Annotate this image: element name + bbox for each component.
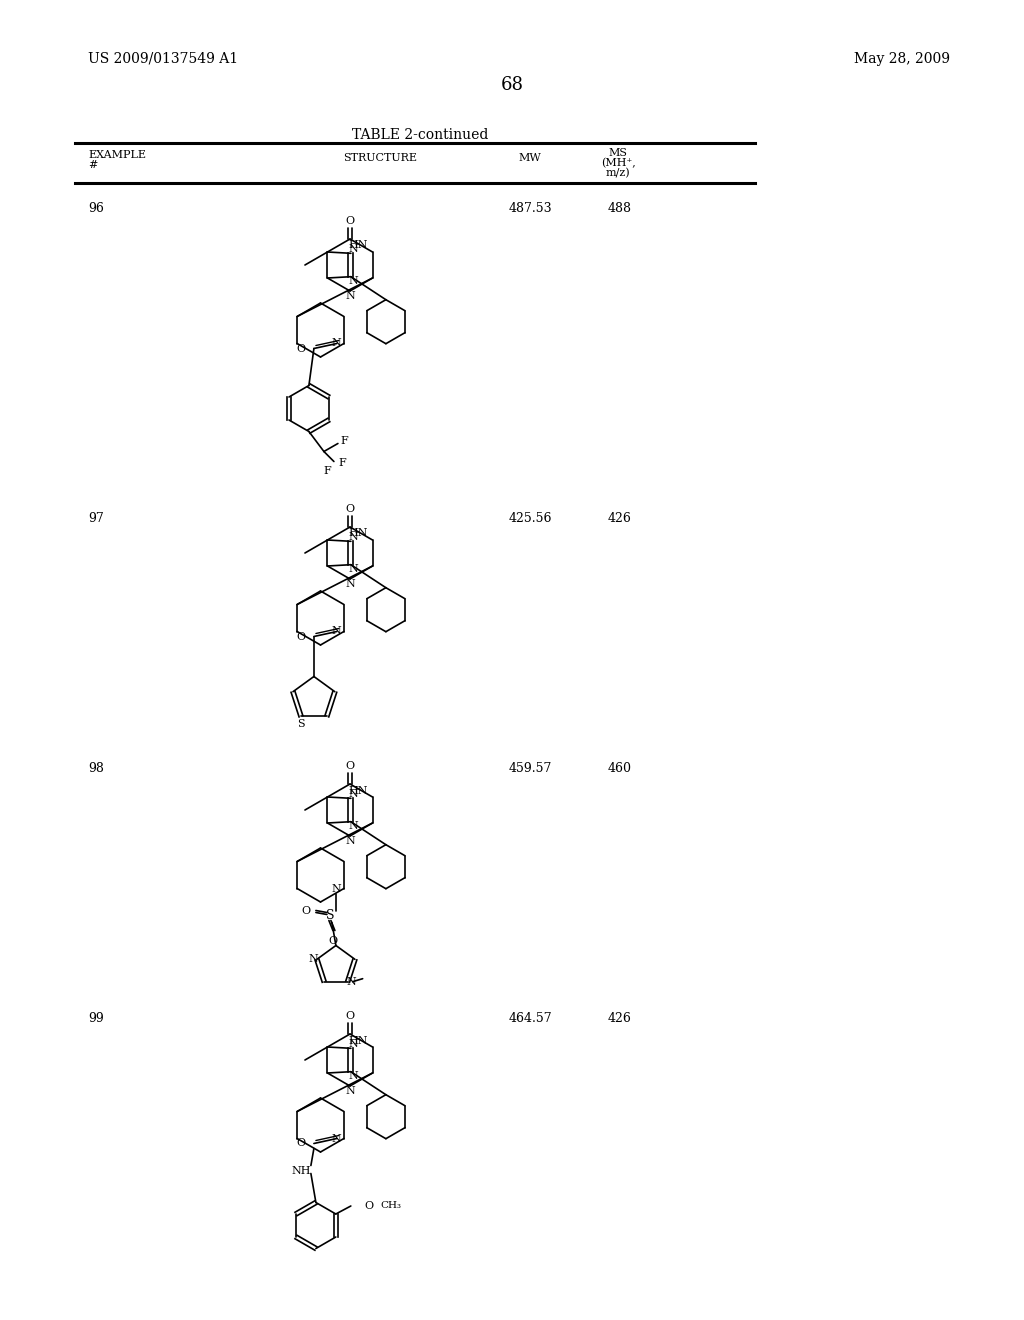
Text: #: # <box>88 160 97 170</box>
Text: 460: 460 <box>608 762 632 775</box>
Text: N: N <box>348 821 357 830</box>
Text: O: O <box>345 762 354 771</box>
Text: N: N <box>348 1071 357 1081</box>
Text: O: O <box>301 906 310 916</box>
Text: N: N <box>345 1086 355 1096</box>
Text: HN: HN <box>349 785 369 796</box>
Text: N: N <box>331 883 341 894</box>
Text: S: S <box>326 909 334 921</box>
Text: 459.57: 459.57 <box>508 762 552 775</box>
Text: S: S <box>297 719 305 729</box>
Text: 68: 68 <box>501 77 523 94</box>
Text: N: N <box>348 244 357 255</box>
Text: HN: HN <box>349 528 369 539</box>
Text: N: N <box>331 338 341 348</box>
Text: US 2009/0137549 A1: US 2009/0137549 A1 <box>88 51 239 66</box>
Text: 97: 97 <box>88 512 103 525</box>
Text: HN: HN <box>349 1035 369 1045</box>
Text: N: N <box>345 836 355 846</box>
Text: F: F <box>340 437 348 446</box>
Text: O: O <box>345 504 354 513</box>
Text: 488: 488 <box>608 202 632 215</box>
Text: O: O <box>345 1011 354 1020</box>
Text: N: N <box>345 290 355 301</box>
Text: MW: MW <box>518 153 542 162</box>
Text: EXAMPLE: EXAMPLE <box>88 150 146 160</box>
Text: 426: 426 <box>608 512 632 525</box>
Text: N: N <box>348 1039 357 1049</box>
Text: 464.57: 464.57 <box>508 1012 552 1026</box>
Text: N: N <box>331 1134 341 1143</box>
Text: O: O <box>296 631 305 642</box>
Text: O: O <box>365 1201 374 1210</box>
Text: NH: NH <box>291 1166 310 1176</box>
Text: 98: 98 <box>88 762 103 775</box>
Text: N: N <box>348 789 357 800</box>
Text: (MH⁺,: (MH⁺, <box>601 158 635 169</box>
Text: N: N <box>308 954 317 965</box>
Text: HN: HN <box>349 240 369 251</box>
Text: O: O <box>296 1138 305 1148</box>
Text: F: F <box>323 466 331 477</box>
Text: m/z): m/z) <box>605 168 631 178</box>
Text: MS: MS <box>608 148 628 158</box>
Text: 487.53: 487.53 <box>508 202 552 215</box>
Text: 96: 96 <box>88 202 103 215</box>
Text: 425.56: 425.56 <box>508 512 552 525</box>
Text: N: N <box>348 564 357 574</box>
Text: TABLE 2-continued: TABLE 2-continued <box>352 128 488 143</box>
Text: N: N <box>348 276 357 285</box>
Text: F: F <box>338 458 346 469</box>
Text: N: N <box>347 977 356 986</box>
Text: N: N <box>348 532 357 543</box>
Text: O: O <box>329 936 338 945</box>
Text: N: N <box>345 579 355 589</box>
Text: N: N <box>331 627 341 636</box>
Text: O: O <box>345 216 354 226</box>
Text: O: O <box>296 343 305 354</box>
Text: 426: 426 <box>608 1012 632 1026</box>
Text: STRUCTURE: STRUCTURE <box>343 153 417 162</box>
Text: May 28, 2009: May 28, 2009 <box>854 51 950 66</box>
Text: 99: 99 <box>88 1012 103 1026</box>
Text: CH₃: CH₃ <box>380 1201 401 1210</box>
